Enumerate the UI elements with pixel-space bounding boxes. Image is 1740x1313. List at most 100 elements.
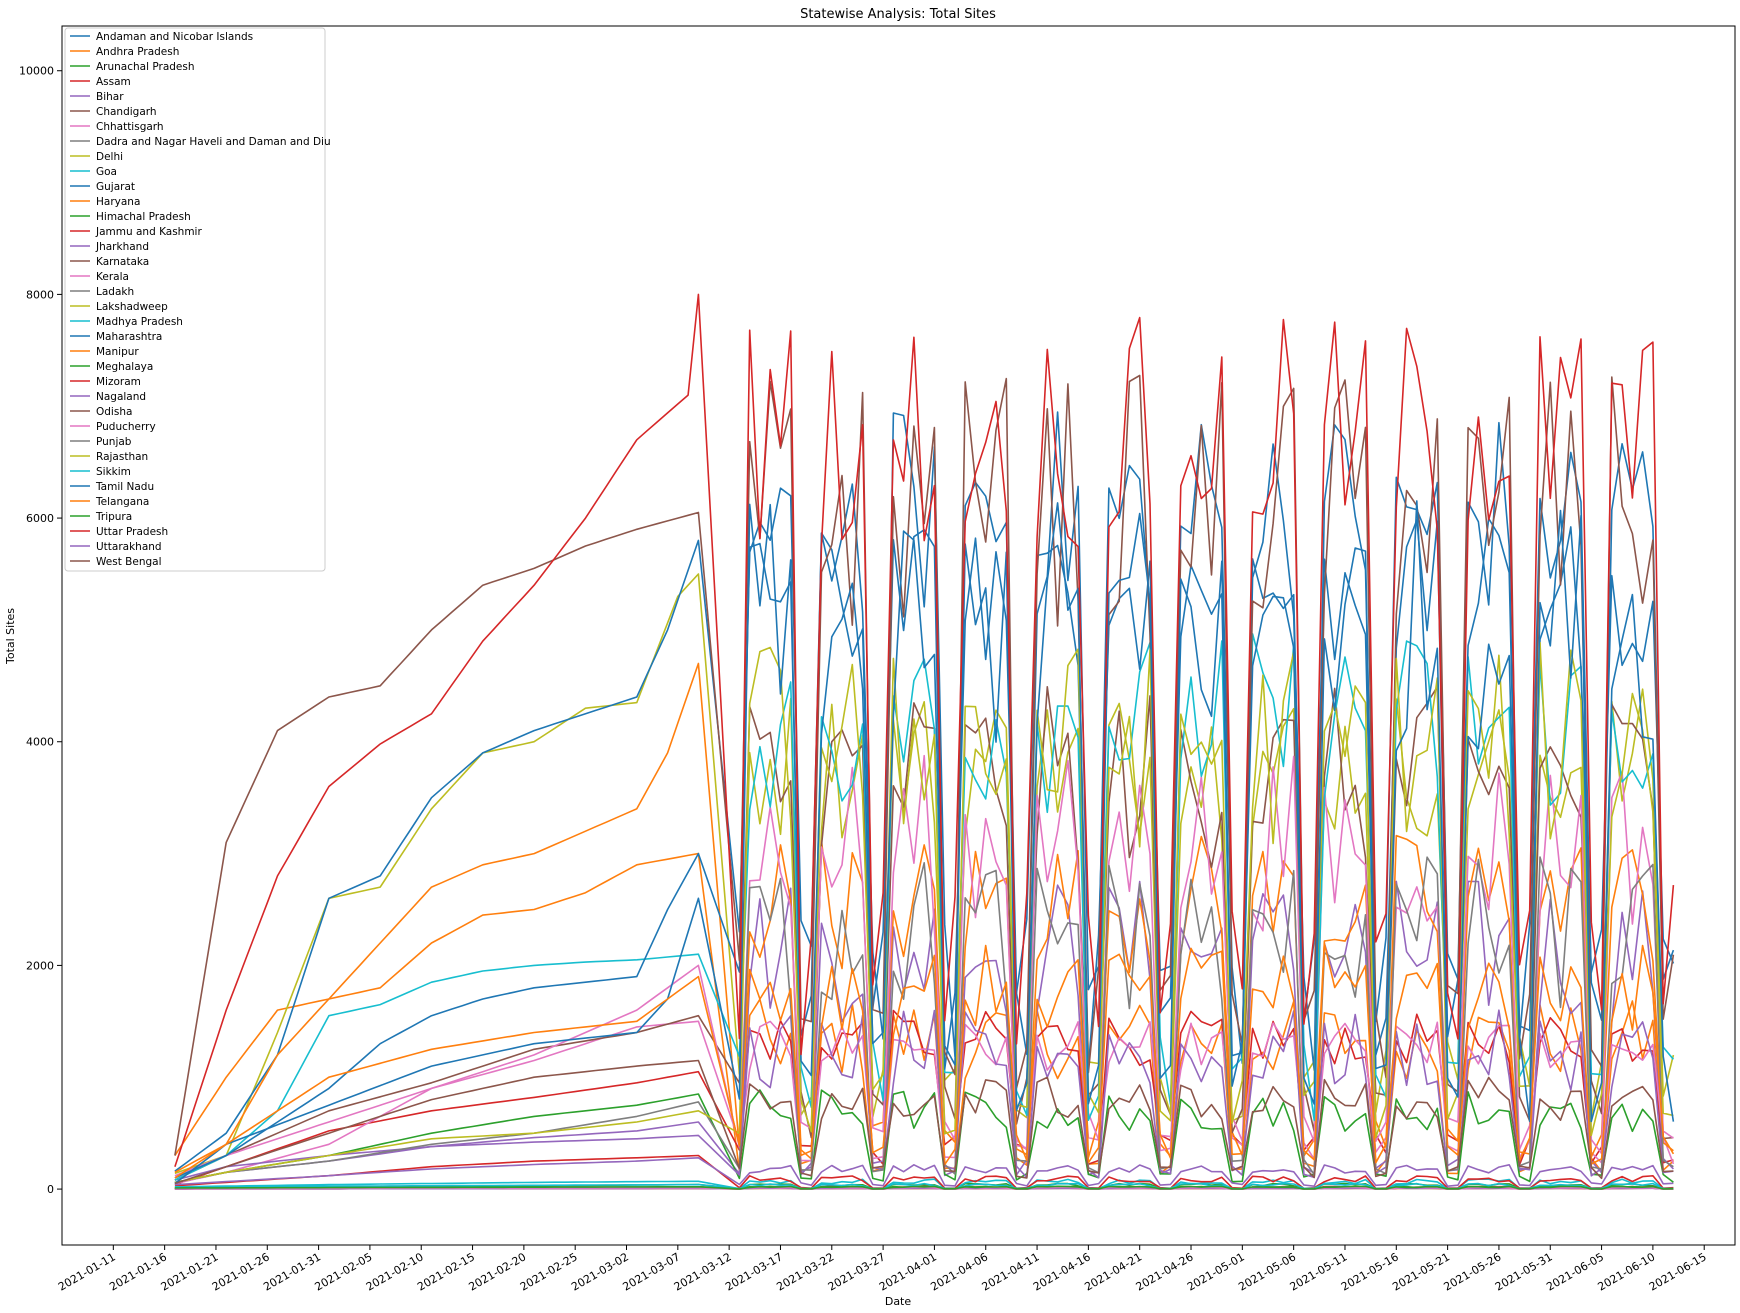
series-line-tripura bbox=[174, 1185, 1674, 1190]
x-tick-label: 2021-03-07 bbox=[620, 1250, 682, 1293]
x-tick-label: 2021-02-10 bbox=[364, 1250, 426, 1293]
legend-entry: Himachal Pradesh bbox=[96, 211, 191, 223]
series-line-maharashtra bbox=[174, 517, 1675, 1179]
series-line-goa bbox=[174, 1178, 1674, 1190]
y-tick-label: 8000 bbox=[26, 288, 54, 301]
series-line-rajasthan bbox=[174, 641, 1674, 1184]
y-tick-label: 6000 bbox=[26, 512, 54, 525]
series-line-kerala bbox=[174, 754, 1674, 1177]
x-tick-label: 2021-04-16 bbox=[1031, 1250, 1093, 1293]
legend-entry: Punjab bbox=[96, 436, 132, 448]
legend-entry: Sikkim bbox=[96, 466, 131, 478]
legend-entry: Chandigarh bbox=[96, 106, 157, 118]
legend-entry: Bihar bbox=[96, 91, 124, 103]
legend-entry: Gujarat bbox=[96, 181, 135, 193]
x-tick-label: 2021-04-26 bbox=[1134, 1250, 1196, 1293]
legend-entry: West Bengal bbox=[96, 556, 162, 568]
legend-entry: Lakshadweep bbox=[96, 301, 168, 313]
legend-entry: Jammu and Kashmir bbox=[95, 226, 202, 238]
x-tick-label: 2021-04-21 bbox=[1082, 1250, 1144, 1293]
legend-entry: Goa bbox=[96, 166, 117, 178]
legend-entry: Puducherry bbox=[96, 421, 156, 433]
legend-entry: Arunachal Pradesh bbox=[96, 61, 195, 73]
series-layer bbox=[174, 293, 1675, 1190]
x-tick-label: 2021-05-06 bbox=[1236, 1250, 1298, 1293]
x-tick-label: 2021-05-31 bbox=[1493, 1250, 1555, 1293]
x-tick-label: 2021-03-22 bbox=[774, 1250, 836, 1293]
series-line-uttarakhand bbox=[174, 1157, 1674, 1187]
y-axis: 0 2000 4000 6000 8000 10000 bbox=[19, 65, 62, 1196]
chart-title: Statewise Analysis: Total Sites bbox=[800, 7, 996, 22]
x-tick-label: 2021-05-16 bbox=[1339, 1250, 1401, 1293]
series-line-madhya-pradesh bbox=[174, 633, 1675, 1181]
x-tick-label: 2021-03-17 bbox=[723, 1250, 785, 1293]
x-tick-label: 2021-04-11 bbox=[980, 1250, 1042, 1293]
legend-entry: Chhattisgarh bbox=[96, 121, 164, 133]
x-tick-label: 2021-06-05 bbox=[1544, 1250, 1606, 1293]
x-tick-label: 2021-02-15 bbox=[415, 1250, 477, 1293]
legend-entry: Delhi bbox=[96, 151, 123, 163]
legend-entry: Jharkhand bbox=[95, 241, 149, 253]
y-tick-label: 10000 bbox=[19, 65, 54, 78]
legend-entry: Andhra Pradesh bbox=[96, 46, 179, 58]
legend-entry: Assam bbox=[96, 76, 131, 88]
series-line-andhra-pradesh bbox=[174, 852, 1674, 1175]
x-tick-label: 2021-02-25 bbox=[518, 1250, 580, 1293]
series-line-uttar-pradesh bbox=[174, 293, 1675, 1167]
series-line-gujarat bbox=[174, 411, 1675, 1172]
x-axis-label: Date bbox=[885, 1295, 912, 1308]
x-tick-label: 2021-04-01 bbox=[877, 1250, 939, 1293]
legend-entry: Kerala bbox=[96, 271, 129, 283]
legend-entry: Uttar Pradesh bbox=[96, 526, 168, 538]
x-tick-label: 2021-01-16 bbox=[107, 1250, 169, 1293]
legend-box bbox=[64, 27, 326, 572]
x-tick-label: 2021-04-06 bbox=[928, 1250, 990, 1293]
x-tick-label: 2021-05-26 bbox=[1442, 1250, 1504, 1293]
legend-entry: Dadra and Nagar Haveli and Daman and Diu bbox=[96, 136, 331, 148]
x-tick-label: 2021-05-11 bbox=[1288, 1250, 1350, 1293]
series-line-tamil-nadu bbox=[174, 500, 1675, 1185]
legend-entry: Karnataka bbox=[96, 256, 149, 268]
legend-entry: Andaman and Nicobar Islands bbox=[96, 31, 253, 43]
x-tick-label: 2021-06-15 bbox=[1647, 1250, 1709, 1293]
legend-entry: Telangana bbox=[95, 496, 149, 508]
x-tick-label: 2021-01-11 bbox=[56, 1250, 118, 1293]
y-axis-label: Total Sites bbox=[4, 608, 17, 665]
series-line-assam bbox=[174, 1009, 1674, 1186]
legend-entry: Manipur bbox=[96, 346, 139, 358]
legend-entry: Odisha bbox=[96, 406, 132, 418]
legend-entry: Tripura bbox=[95, 511, 132, 523]
series-line-chhattisgarh bbox=[174, 1020, 1675, 1185]
legend-entry: Ladakh bbox=[96, 286, 134, 298]
x-tick-label: 2021-01-21 bbox=[159, 1250, 221, 1293]
legend-entry: Maharashtra bbox=[96, 331, 162, 343]
y-tick-label: 0 bbox=[47, 1183, 54, 1196]
legend-entry: Madhya Pradesh bbox=[96, 316, 183, 328]
series-line-jammu-and-kashmir bbox=[174, 1154, 1674, 1190]
x-tick-label: 2021-06-10 bbox=[1596, 1250, 1658, 1293]
series-line-haryana bbox=[174, 662, 1674, 1174]
series-line-punjab bbox=[174, 856, 1674, 1184]
x-tick-label: 2021-02-20 bbox=[466, 1250, 528, 1293]
x-axis: 2021-01-112021-01-162021-01-212021-01-26… bbox=[56, 1245, 1709, 1294]
x-tick-label: 2021-03-27 bbox=[826, 1250, 888, 1293]
series-line-telangana bbox=[174, 942, 1675, 1179]
plot-frame bbox=[61, 25, 1736, 1246]
x-tick-label: 2021-03-12 bbox=[672, 1250, 734, 1293]
x-tick-label: 2021-01-26 bbox=[210, 1250, 272, 1293]
legend: Andaman and Nicobar Islands Andhra Prades… bbox=[64, 27, 331, 572]
legend-entry: Tamil Nadu bbox=[95, 481, 154, 493]
legend-entry: Mizoram bbox=[96, 376, 141, 388]
legend-entry: Haryana bbox=[96, 196, 140, 208]
legend-entry: Rajasthan bbox=[96, 451, 148, 463]
x-tick-label: 2021-05-21 bbox=[1390, 1250, 1452, 1293]
series-line-west-bengal bbox=[174, 1059, 1674, 1185]
series-line-jharkhand bbox=[174, 1009, 1674, 1181]
y-tick-label: 4000 bbox=[26, 736, 54, 749]
x-tick-label: 2021-02-05 bbox=[313, 1250, 375, 1293]
x-tick-label: 2021-03-02 bbox=[569, 1250, 631, 1293]
legend-entry: Nagaland bbox=[96, 391, 146, 403]
legend-entry: Meghalaya bbox=[96, 361, 153, 373]
x-tick-label: 2021-01-31 bbox=[261, 1250, 323, 1293]
